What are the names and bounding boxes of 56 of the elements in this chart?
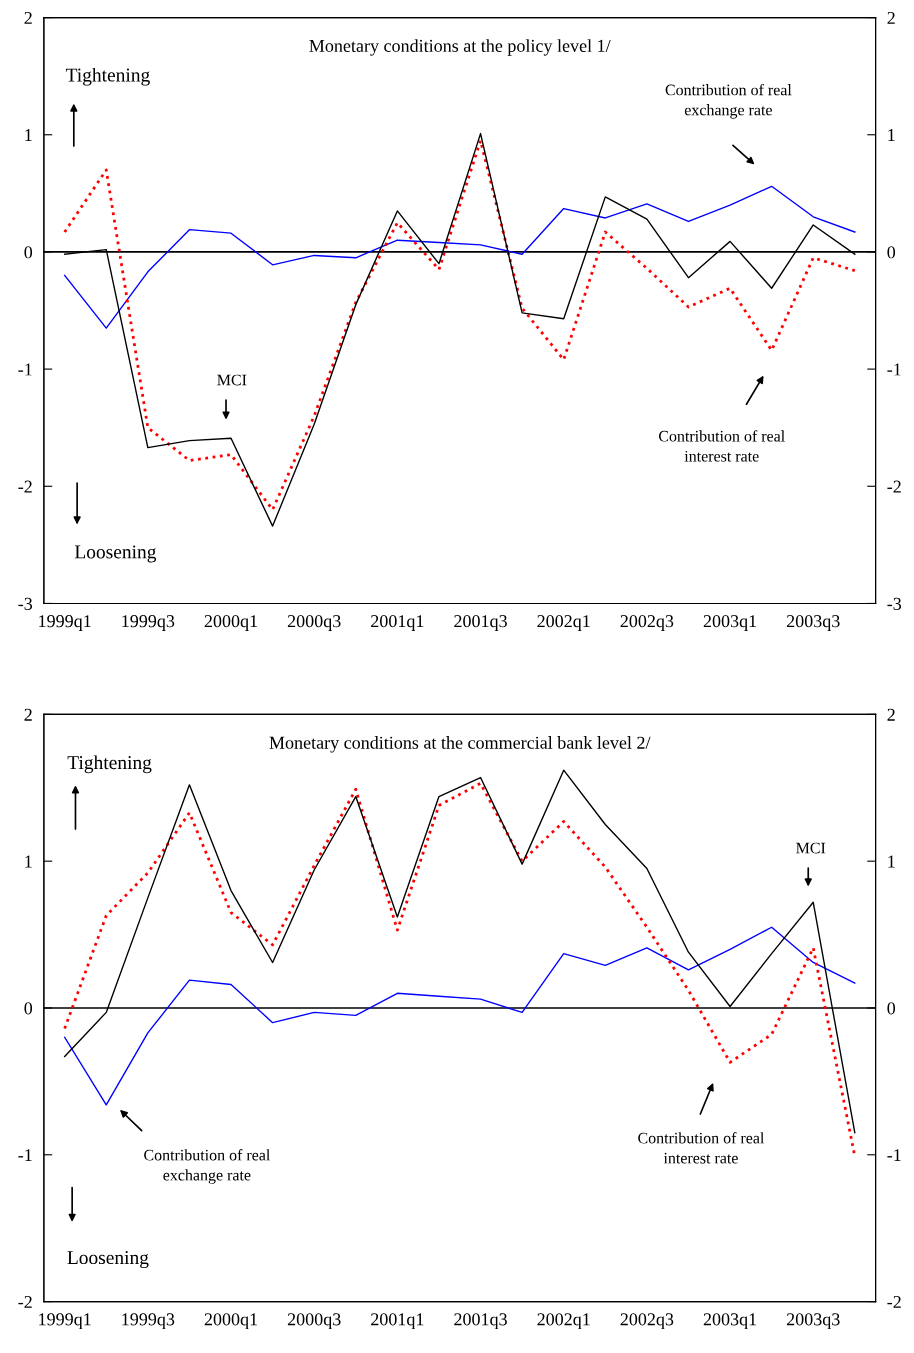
x-tick-label: 1999q1 bbox=[39, 1313, 91, 1330]
y-tick-label: 1 bbox=[25, 129, 32, 142]
x-tick-label: 2000q3 bbox=[287, 1313, 341, 1330]
x-tick-label: 2002q1 bbox=[537, 615, 590, 631]
x-tick-label: 2002q1 bbox=[537, 1313, 590, 1330]
x-tick-label: 1999q3 bbox=[122, 615, 175, 631]
annotation: Loosening bbox=[74, 545, 157, 563]
y-tick-label: -2 bbox=[18, 1295, 32, 1308]
y2-tick-label: -2 bbox=[887, 480, 901, 493]
y-tick-label: 0 bbox=[24, 1002, 33, 1015]
y2-tick-label: 2 bbox=[887, 708, 895, 721]
x-tick-label: 2001q3 bbox=[454, 615, 507, 631]
y-tick-label: -2 bbox=[18, 480, 32, 493]
x-tick-label: 2003q1 bbox=[703, 1313, 757, 1330]
annotation: MCI bbox=[796, 842, 826, 854]
y2-tick-label: 0 bbox=[887, 1002, 896, 1015]
annotation: Tightening bbox=[65, 67, 150, 86]
x-tick-label: 2000q3 bbox=[287, 615, 341, 631]
annotation: MCI bbox=[217, 374, 247, 386]
text: Monetary conditions at the policy level 1/ bbox=[309, 39, 611, 56]
line-series bbox=[63, 185, 856, 329]
x-tick-label: 2000q1 bbox=[204, 1313, 258, 1330]
x-tick-label: 2000q1 bbox=[204, 615, 258, 631]
text: Monetary conditions at the commercial bank level 2/ bbox=[269, 736, 651, 753]
annotation: Tightening bbox=[67, 755, 152, 774]
x-tick-label: 2001q1 bbox=[371, 615, 424, 631]
x-tick-label: 2002q3 bbox=[620, 615, 674, 631]
annotation: Contribution of real exchange rate bbox=[144, 1149, 271, 1184]
annotation: Contribution of real interest rate bbox=[638, 1132, 765, 1164]
y2-tick-label: -3 bbox=[887, 597, 902, 610]
x-tick-label: 2002q3 bbox=[620, 1313, 674, 1330]
y2-tick-label: 1 bbox=[888, 855, 895, 868]
y-tick-label: -1 bbox=[18, 363, 32, 376]
y2-tick-label: -2 bbox=[887, 1295, 901, 1308]
x-tick-label: 2003q1 bbox=[703, 615, 757, 631]
y-tick-label: 0 bbox=[24, 246, 33, 259]
y-tick-label: 1 bbox=[25, 855, 32, 868]
y2-tick-label: 0 bbox=[887, 246, 896, 259]
annotation: Contribution of real interest rate bbox=[658, 430, 785, 462]
x-tick-label: 2001q3 bbox=[454, 1313, 507, 1330]
x-tick-label: 1999q1 bbox=[39, 615, 91, 631]
y-tick-label: -1 bbox=[18, 1149, 32, 1162]
x-tick-label: 2003q3 bbox=[786, 1313, 840, 1330]
y-tick-label: 2 bbox=[24, 708, 32, 721]
y2-tick-label: -1 bbox=[887, 1149, 901, 1162]
y2-tick-label: 2 bbox=[887, 11, 895, 24]
line-series bbox=[63, 926, 856, 1106]
y-tick-label: -3 bbox=[18, 597, 33, 610]
annotation: Loosening bbox=[67, 1251, 149, 1269]
x-tick-label: 1999q3 bbox=[122, 1313, 175, 1330]
y2-tick-label: -1 bbox=[887, 363, 901, 376]
y-tick-label: 2 bbox=[24, 11, 32, 24]
x-tick-label: 2001q1 bbox=[371, 1313, 424, 1330]
y2-tick-label: 1 bbox=[888, 129, 895, 142]
x-tick-label: 2003q3 bbox=[786, 615, 840, 631]
annotation: Contribution of real exchange rate bbox=[665, 83, 792, 119]
